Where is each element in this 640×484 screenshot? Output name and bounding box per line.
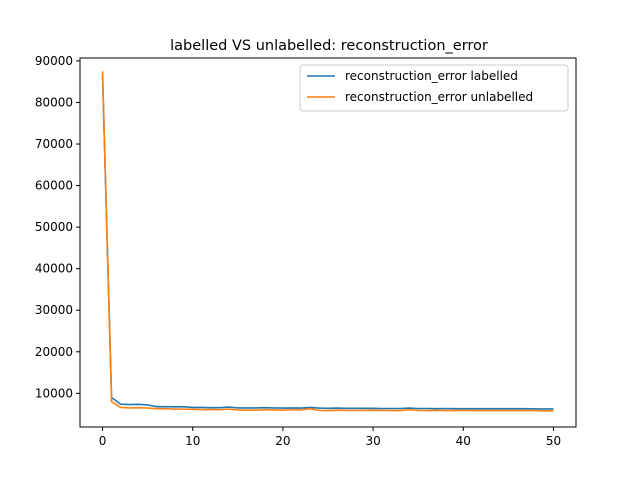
x-tick-label: 0 (99, 434, 107, 448)
x-tick-label: 20 (275, 434, 290, 448)
x-tick-label: 30 (365, 434, 380, 448)
legend-label: reconstruction_error unlabelled (345, 90, 533, 104)
x-tick-label: 50 (546, 434, 561, 448)
y-tick-label: 90000 (35, 54, 73, 68)
y-tick-label: 10000 (35, 386, 73, 400)
plot-frame (79, 57, 577, 428)
series-line-labelled (101, 75, 554, 410)
y-tick-label: 40000 (35, 262, 73, 276)
y-tick-label: 30000 (35, 303, 73, 317)
x-tick-label: 10 (185, 434, 200, 448)
y-tick-label: 50000 (35, 220, 73, 234)
y-tick-label: 70000 (35, 137, 73, 151)
y-tick-label: 80000 (35, 95, 73, 109)
y-tick-label: 60000 (35, 179, 73, 193)
series-line-unlabelled (101, 71, 554, 412)
legend: reconstruction_error labelled reconstruct… (299, 64, 569, 112)
x-tick-label: 40 (456, 434, 471, 448)
series-layer (101, 71, 554, 412)
y-axis: 10000 20000 30000 40000 50000 60000 70000 80000… (35, 54, 80, 400)
y-tick-label: 20000 (35, 345, 73, 359)
x-axis: 0 10 20 30 40 50 (99, 427, 561, 448)
legend-label: reconstruction_error labelled (345, 69, 518, 83)
chart-title: labelled VS unlabelled: reconstruction_e… (170, 38, 488, 54)
legend-box (299, 64, 569, 112)
